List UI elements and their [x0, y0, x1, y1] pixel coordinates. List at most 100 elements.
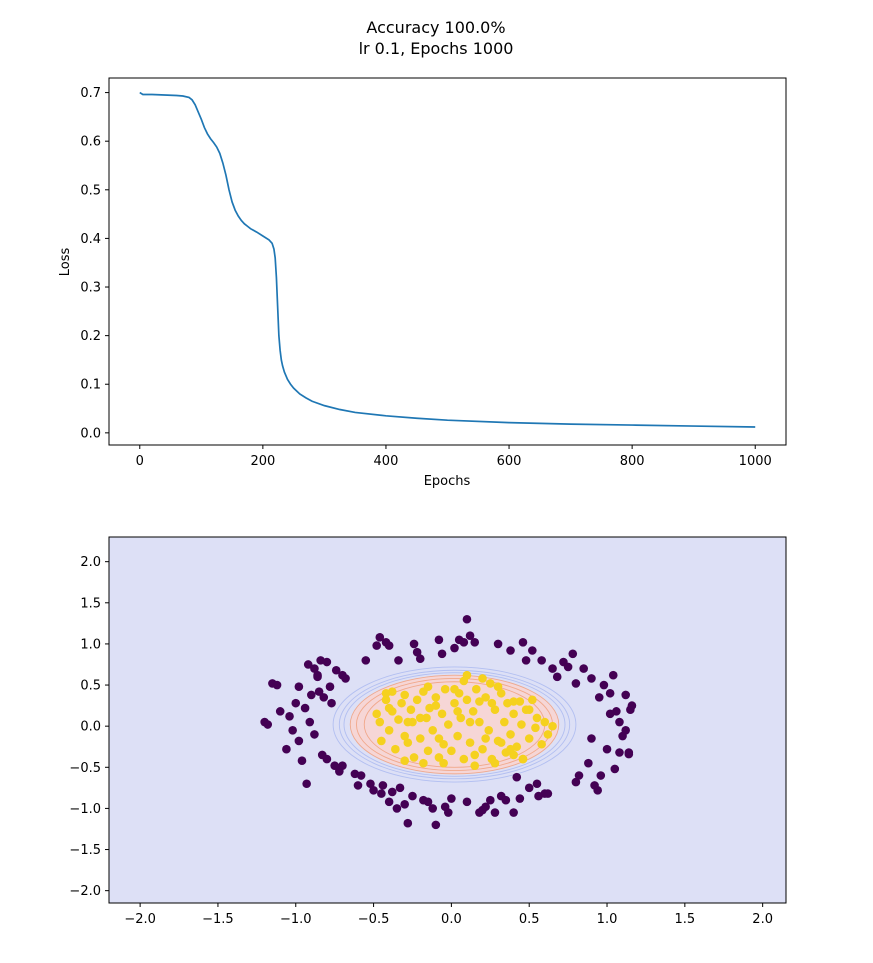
point-class-1 — [409, 753, 419, 762]
point-class-0 — [325, 682, 335, 691]
point-class-0 — [506, 646, 515, 655]
point-class-1 — [537, 739, 546, 749]
point-class-0 — [409, 639, 419, 649]
loss-y-axis-label: Loss — [58, 248, 73, 277]
point-class-1 — [406, 705, 416, 715]
loss-x-tick-label: 1000 — [739, 454, 772, 469]
point-class-1 — [377, 736, 386, 746]
loss-curve — [139, 91, 756, 428]
point-class-1 — [548, 721, 557, 731]
figure-subtitle: lr 0.1, Epochs 1000 — [359, 39, 514, 58]
point-class-1 — [431, 701, 441, 710]
point-class-0 — [624, 749, 634, 759]
point-class-1 — [415, 734, 425, 743]
point-class-1 — [540, 717, 550, 727]
boundary-x-tick-label: −1.0 — [280, 912, 312, 927]
point-class-0 — [563, 662, 573, 672]
point-class-1 — [493, 682, 503, 691]
point-class-0 — [543, 789, 553, 798]
point-class-0 — [450, 643, 459, 653]
point-class-1 — [509, 697, 518, 706]
point-class-1 — [518, 754, 528, 764]
point-class-0 — [602, 744, 612, 754]
point-class-1 — [423, 746, 433, 756]
point-class-0 — [322, 657, 332, 667]
point-class-1 — [506, 744, 515, 754]
point-class-0 — [327, 698, 336, 708]
point-class-0 — [285, 712, 294, 721]
point-class-1 — [450, 698, 459, 708]
point-class-0 — [275, 707, 285, 716]
point-class-0 — [369, 786, 378, 795]
point-class-0 — [392, 804, 402, 813]
point-class-0 — [571, 777, 581, 787]
point-class-0 — [356, 771, 366, 780]
boundary-y-tick-label: −2.0 — [69, 884, 101, 899]
point-class-0 — [584, 758, 593, 768]
point-class-1 — [462, 695, 472, 705]
loss-plot-area — [109, 78, 786, 445]
point-class-1 — [384, 703, 394, 713]
point-class-1 — [447, 746, 456, 756]
decision-contour-line — [343, 672, 566, 777]
point-class-0 — [574, 771, 584, 780]
loss-y-tick-label: 0.7 — [80, 86, 101, 101]
point-class-1 — [423, 682, 433, 691]
boundary-x-tick-label: −2.0 — [124, 912, 156, 927]
point-class-0 — [462, 797, 472, 807]
point-class-0 — [521, 656, 531, 665]
point-class-0 — [599, 680, 609, 690]
point-class-1 — [481, 693, 490, 702]
decision-contour-line — [332, 666, 577, 783]
point-class-0 — [341, 674, 350, 683]
point-class-0 — [302, 779, 311, 789]
loss-y-tick-label: 0.1 — [80, 378, 101, 393]
point-class-1 — [415, 713, 425, 723]
point-class-1 — [422, 713, 431, 723]
point-class-1 — [486, 679, 495, 688]
point-class-0 — [605, 709, 615, 719]
boundary-y-tick-label: −1.5 — [69, 843, 101, 858]
point-class-1 — [517, 720, 526, 729]
point-class-1 — [500, 717, 509, 727]
loss-x-tick-label: 800 — [620, 454, 645, 469]
loss-x-tick-label: 200 — [250, 454, 275, 469]
point-class-1 — [439, 739, 448, 749]
point-class-0 — [532, 779, 542, 789]
point-class-0 — [331, 665, 341, 675]
point-class-1 — [524, 734, 534, 743]
point-class-0 — [515, 794, 525, 803]
point-class-1 — [439, 758, 448, 768]
point-class-0 — [400, 800, 410, 809]
boundary-x-tick-label: 0.5 — [519, 912, 540, 927]
point-class-0 — [282, 744, 291, 754]
point-class-1 — [490, 705, 500, 715]
point-class-0 — [462, 614, 472, 624]
decision-contour-line — [349, 674, 560, 775]
loss-x-tick-label: 400 — [374, 454, 399, 469]
point-class-0 — [387, 787, 397, 797]
point-class-0 — [615, 717, 624, 727]
point-class-0 — [548, 664, 557, 673]
point-class-0 — [310, 664, 319, 673]
point-class-0 — [375, 633, 385, 642]
point-class-1 — [412, 695, 422, 705]
point-class-0 — [372, 641, 381, 650]
point-class-1 — [400, 690, 410, 700]
boundary-x-tick-label: 1.0 — [597, 912, 618, 927]
point-class-0 — [314, 687, 324, 696]
point-class-1 — [531, 723, 540, 733]
boundary-y-tick-label: 1.0 — [80, 637, 101, 652]
point-class-0 — [512, 772, 522, 782]
point-class-0 — [361, 656, 371, 665]
point-class-1 — [506, 730, 515, 739]
point-class-1 — [434, 753, 444, 762]
point-class-0 — [447, 794, 456, 803]
point-class-0 — [310, 730, 319, 739]
point-class-0 — [272, 680, 282, 690]
point-class-1 — [456, 713, 466, 723]
point-class-0 — [353, 781, 363, 790]
loss-chart: 0 200 400 600 800 1000 0.0 0.1 0.2 0.3 0.4 0.5 0.6 0.… — [58, 77, 787, 489]
loss-x-tick-label: 600 — [497, 454, 522, 469]
point-class-1 — [475, 717, 484, 727]
